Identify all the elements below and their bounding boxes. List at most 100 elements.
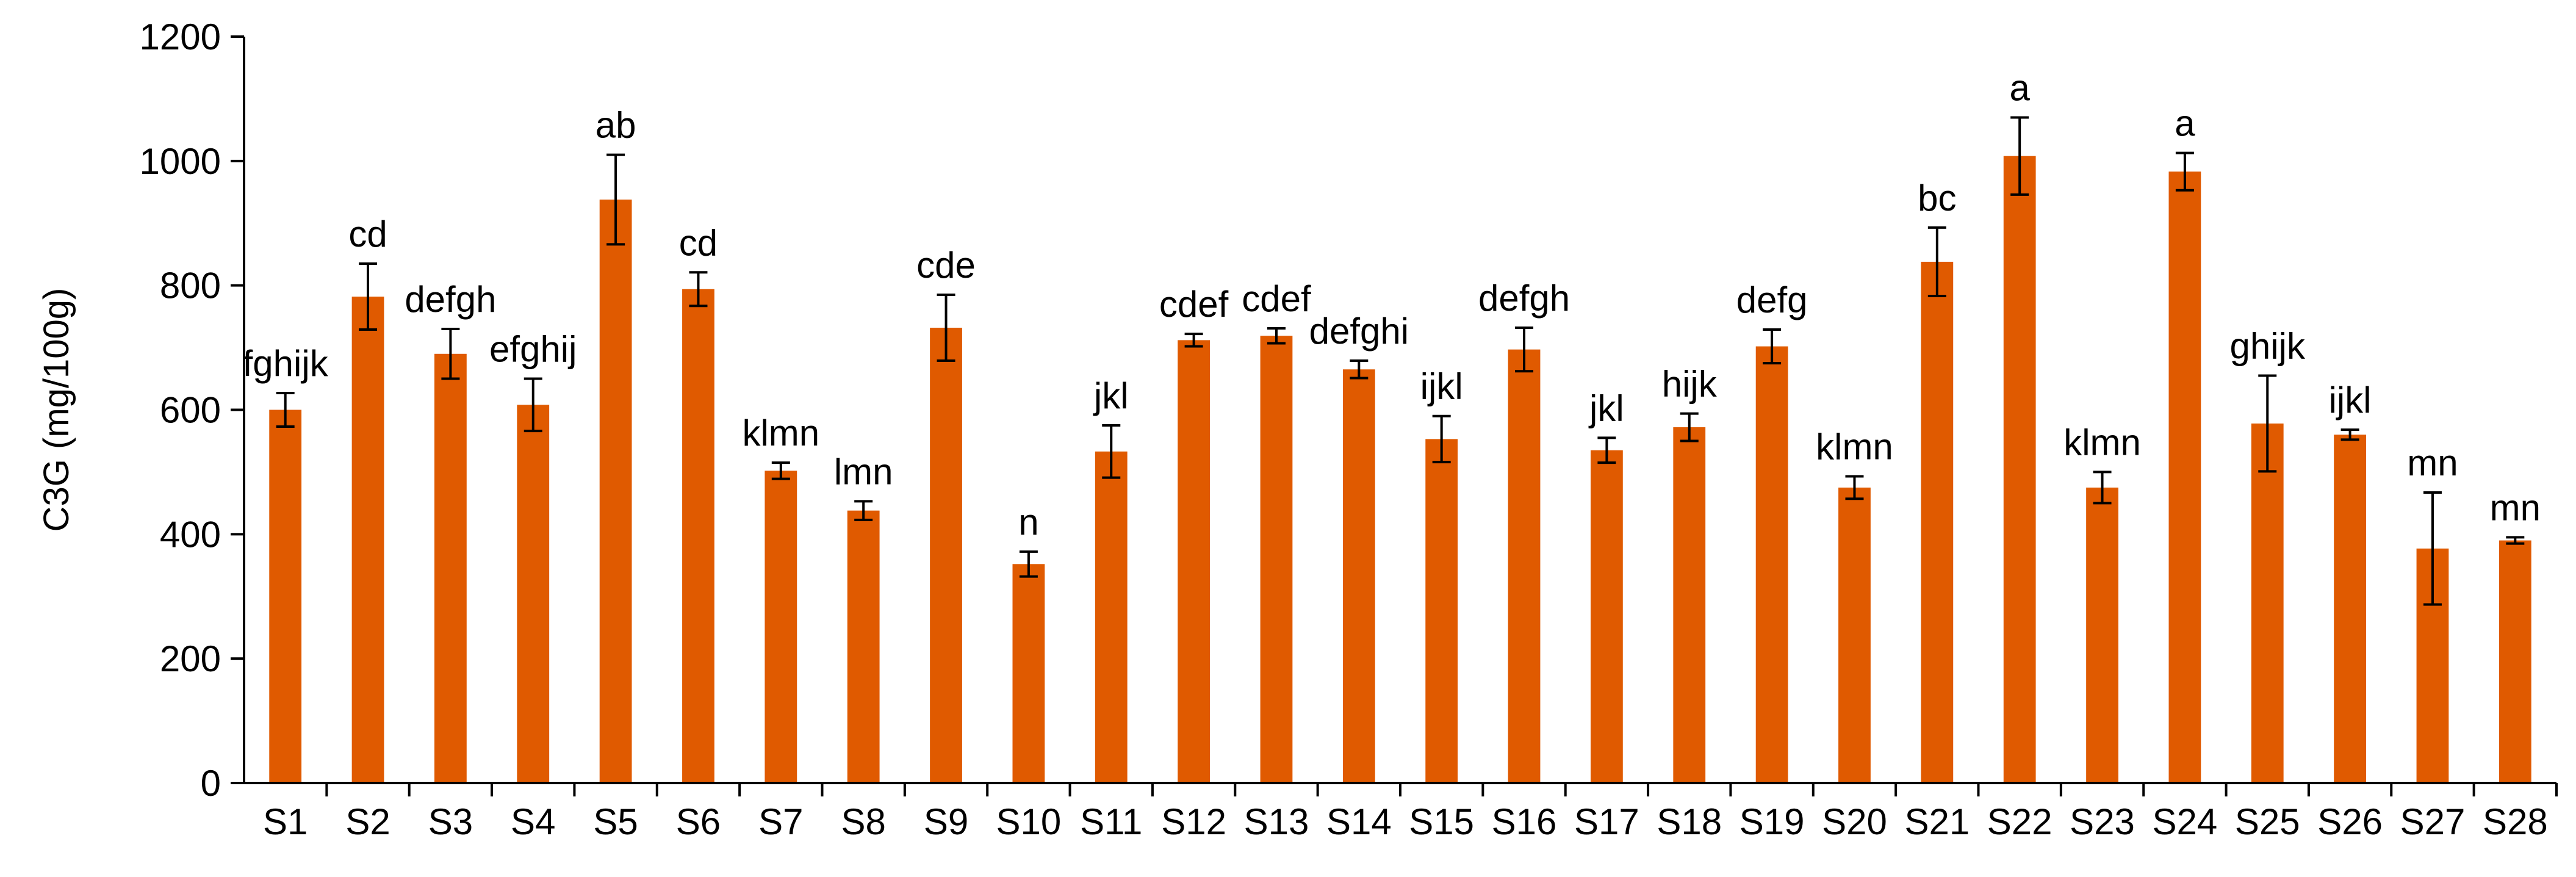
error-bar-S13 xyxy=(1267,327,1286,345)
error-bar-S23 xyxy=(2093,471,2112,505)
error-bar-S15 xyxy=(1432,414,1451,464)
significance-label-S7: klmn xyxy=(742,413,819,453)
bar-S19 xyxy=(1755,346,1788,783)
bar-S6 xyxy=(682,289,714,783)
error-bar-S8 xyxy=(854,500,873,521)
y-ticks-group: 0 200 400 600 800 1000 1200 xyxy=(140,16,244,804)
bar-S3 xyxy=(434,353,467,783)
significance-label-S17: jkl xyxy=(1588,388,1624,428)
significance-label-S1: fghijk xyxy=(243,343,329,384)
x-tick-label-S14: S14 xyxy=(1326,801,1392,842)
error-bar-S10 xyxy=(1019,550,1038,578)
error-bar-S2 xyxy=(359,262,378,331)
bar-S2 xyxy=(351,297,384,783)
bar-S8 xyxy=(847,510,880,783)
significance-label-S23: klmn xyxy=(2063,422,2141,463)
y-tick-label-1200: 1200 xyxy=(140,16,221,57)
error-bar-S3 xyxy=(441,328,460,380)
bar-S25 xyxy=(2251,423,2284,783)
x-tick-label-S18: S18 xyxy=(1657,801,1722,842)
x-tick-label-S12: S12 xyxy=(1161,801,1226,842)
significance-label-S5: ab xyxy=(595,105,636,146)
bar-S18 xyxy=(1673,427,1706,783)
significance-label-S28: mn xyxy=(2490,487,2541,528)
error-bar-S21 xyxy=(1927,226,1946,297)
y-tick-label-600: 600 xyxy=(160,390,221,431)
x-tick-label-S3: S3 xyxy=(428,801,473,842)
error-bar-S18 xyxy=(1680,412,1699,442)
x-tick-label-S15: S15 xyxy=(1409,801,1474,842)
bar-S13 xyxy=(1260,336,1293,783)
error-bar-S20 xyxy=(1845,475,1864,500)
significance-label-S19: defg xyxy=(1736,280,1808,320)
x-ticks-group: S1 S2 S3 S4 S5 S6 S7 S8 S9 S10 S11 S12 S13 S14 S15 S16 S… xyxy=(263,783,2558,842)
y-tick-label-800: 800 xyxy=(160,265,221,306)
bar-S17 xyxy=(1590,450,1623,783)
x-tick-label-S28: S28 xyxy=(2483,801,2548,842)
bar-S20 xyxy=(1838,487,1871,783)
y-tick-label-1000: 1000 xyxy=(140,141,221,182)
significance-label-S15: ijkl xyxy=(1420,366,1463,407)
axes-group xyxy=(243,37,2556,784)
significance-label-S10: n xyxy=(1018,502,1038,543)
bar-S22 xyxy=(2003,156,2036,784)
bar-S26 xyxy=(2334,435,2367,783)
bar-S14 xyxy=(1342,369,1375,783)
significance-label-S22: a xyxy=(2009,67,2030,108)
error-bar-S6 xyxy=(689,271,708,308)
y-axis-title: C3G (mg/100g) xyxy=(37,288,76,532)
bar-S12 xyxy=(1178,340,1211,783)
error-bar-S28 xyxy=(2506,536,2525,545)
significance-label-S26: ijkl xyxy=(2329,380,2372,420)
significance-label-S2: cd xyxy=(348,214,387,254)
x-tick-label-S5: S5 xyxy=(593,801,638,842)
bar-S16 xyxy=(1508,349,1541,783)
x-tick-label-S24: S24 xyxy=(2153,801,2218,842)
x-tick-label-S2: S2 xyxy=(345,801,390,842)
bar-S21 xyxy=(1921,261,1954,783)
x-tick-label-S21: S21 xyxy=(1904,801,1970,842)
bar-S5 xyxy=(599,200,632,783)
bar-S23 xyxy=(2086,487,2118,783)
bar-S11 xyxy=(1095,451,1128,783)
significance-label-S4: efghij xyxy=(489,329,577,370)
significance-label-S9: cde xyxy=(916,245,976,286)
x-tick-label-S11: S11 xyxy=(1080,801,1142,842)
x-tick-label-S26: S26 xyxy=(2317,801,2383,842)
x-tick-label-S23: S23 xyxy=(2070,801,2135,842)
error-bar-S12 xyxy=(1184,333,1203,348)
y-tick-label-0: 0 xyxy=(201,763,221,804)
error-bar-S22 xyxy=(2010,116,2029,196)
x-tick-label-S22: S22 xyxy=(1987,801,2053,842)
bar-S7 xyxy=(765,471,797,783)
bar-S24 xyxy=(2168,171,2201,783)
error-bar-S16 xyxy=(1515,326,1534,373)
significance-label-S14: defghi xyxy=(1309,311,1409,352)
error-bar-S24 xyxy=(2175,151,2194,192)
x-tick-label-S9: S9 xyxy=(924,801,968,842)
x-tick-label-S8: S8 xyxy=(841,801,885,842)
significance-label-S8: lmn xyxy=(834,451,893,492)
bar-S4 xyxy=(517,405,550,783)
error-bar-S1 xyxy=(276,391,295,428)
x-tick-label-S10: S10 xyxy=(996,801,1062,842)
x-tick-label-S25: S25 xyxy=(2235,801,2300,842)
significance-label-S27: mn xyxy=(2407,442,2458,483)
significance-label-S18: hijk xyxy=(1662,364,1718,405)
x-tick-label-S6: S6 xyxy=(676,801,721,842)
significance-labels-group: fghijkcddefghefghijabcdklmnlmncdenjklcde… xyxy=(243,67,2541,542)
error-bars-group xyxy=(276,116,2525,606)
bar-S15 xyxy=(1425,439,1458,783)
x-tick-label-S17: S17 xyxy=(1574,801,1639,842)
significance-label-S6: cd xyxy=(679,222,718,263)
x-tick-label-S27: S27 xyxy=(2400,801,2466,842)
error-bar-S27 xyxy=(2423,491,2442,606)
x-tick-label-S1: S1 xyxy=(263,801,308,842)
x-tick-label-S7: S7 xyxy=(758,801,803,842)
significance-label-S13: cdef xyxy=(1242,278,1311,319)
y-tick-label-200: 200 xyxy=(160,638,221,679)
x-tick-label-S20: S20 xyxy=(1822,801,1887,842)
error-bar-S9 xyxy=(937,293,955,362)
significance-label-S16: defgh xyxy=(1478,278,1570,319)
